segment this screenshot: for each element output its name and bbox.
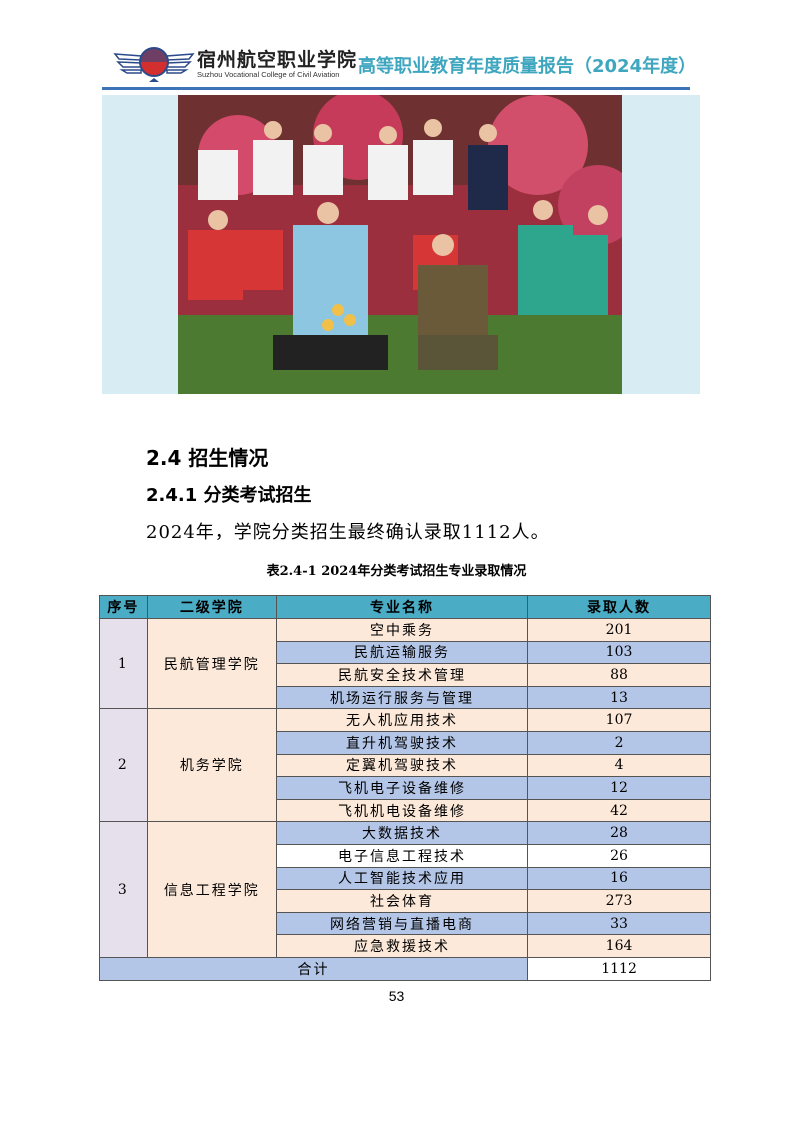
subsection-heading: 2.4.1 分类考试招生 [146,485,312,506]
college-cell: 机务学院 [146,708,277,823]
count-cell: 42 [527,798,711,823]
seq-cell: 3 [99,821,148,958]
report-title: 高等职业教育年度质量报告（2024年度） [358,56,697,77]
college-logo [113,47,195,82]
major-cell: 无人机应用技术 [275,708,529,732]
school-name-cn: 宿州航空职业学院 [197,49,358,71]
major-cell: 人工智能技术应用 [275,866,529,891]
table-row: 民航安全技术管理 88 [100,663,711,687]
count-cell: 201 [527,618,711,642]
total-value: 1112 [527,956,711,981]
major-cell: 机场运行服务与管理 [275,685,529,710]
table-caption: 表2.4-1 2024年分类考试招生专业录取情况 [266,564,527,579]
count-cell: 2 [527,730,711,755]
table-row: 民航运输服务 103 [100,640,711,665]
major-cell: 社会体育 [275,889,529,913]
admission-table: 序号 二级学院 专业名称 录取人数 1 民航管理学院 空中乘务 201 民航运输服务 103 民航… [98,595,711,981]
count-cell: 88 [527,663,711,687]
page-number: 53 [388,988,405,1004]
major-cell: 飞机电子设备维修 [275,776,529,800]
count-cell: 103 [527,640,711,665]
table-row: 2 机务学院 无人机应用技术 107 [99,708,711,823]
major-cell: 飞机机电设备维修 [275,798,529,823]
table-row: 机场运行服务与管理 13 [100,685,711,710]
header-divider [102,87,690,90]
school-name-en: Suzhou Vocational College of Civil Aviat… [197,70,340,79]
column-header: 录取人数 [527,595,711,619]
table-row: 人工智能技术应用 16 [100,866,711,891]
count-cell: 4 [527,753,711,778]
count-cell: 16 [527,866,711,891]
major-cell: 定翼机驾驶技术 [275,753,529,778]
college-cell: 民航管理学院 [146,617,277,710]
major-cell: 电子信息工程技术 [275,843,529,868]
group-photo [178,95,622,394]
major-cell: 大数据技术 [275,821,529,845]
major-cell: 网络营销与直播电商 [275,911,529,936]
column-header: 序号 [99,595,148,619]
major-cell: 直升机驾驶技术 [275,730,529,755]
table-row: 3 信息工程学院 大数据技术 28 [99,821,711,958]
column-header: 专业名称 [275,595,529,619]
major-cell: 空中乘务 [275,618,529,642]
total-row: 合计 1112 [98,956,711,981]
column-header: 二级学院 [146,595,277,619]
table-row: 直升机驾驶技术 2 [100,730,711,755]
table-row: 应急救援技术 164 [100,934,711,958]
major-cell: 应急救援技术 [275,934,529,958]
table-row: 飞机机电设备维修 42 [100,798,711,823]
major-cell: 民航运输服务 [275,640,529,665]
count-cell: 13 [527,685,711,710]
table-row: 网络营销与直播电商 33 [100,911,711,936]
count-cell: 164 [527,934,711,958]
count-cell: 273 [527,889,711,913]
table-header-row: 序号 二级学院 专业名称 录取人数 [99,595,711,619]
count-cell: 12 [527,776,711,800]
section-heading: 2.4 招生情况 [146,446,269,470]
seq-cell: 2 [99,708,148,823]
count-cell: 28 [527,821,711,845]
total-label: 合计 [98,956,529,981]
count-cell: 26 [527,843,711,868]
table-row: 1 民航管理学院 空中乘务 201 [99,617,711,710]
table-row: 定翼机驾驶技术 4 [100,753,711,778]
count-cell: 33 [527,911,711,936]
body-paragraph: 2024年，学院分类招生最终确认录取1112人。 [146,522,550,543]
college-cell: 信息工程学院 [146,821,277,958]
seq-cell: 1 [99,617,148,710]
major-cell: 民航安全技术管理 [275,663,529,687]
count-cell: 107 [527,708,711,732]
table-row: 飞机电子设备维修 12 [100,776,711,800]
